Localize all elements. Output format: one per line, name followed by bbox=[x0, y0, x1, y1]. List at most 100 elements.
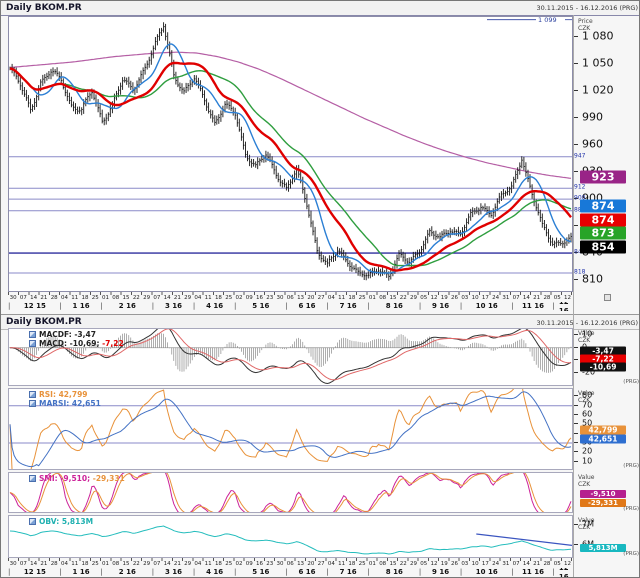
day-label: 11 bbox=[71, 295, 79, 301]
main-chart-date-range: 30.11.2015 - 16.12.2016 (PRG) bbox=[536, 4, 638, 12]
day-label: 09 bbox=[245, 561, 253, 567]
month-cell: | 2 16 bbox=[100, 568, 151, 577]
legend-row-marsi[interactable]: MARSI: 42,651 bbox=[29, 399, 101, 408]
month-label: 12 15 bbox=[23, 302, 46, 310]
value-badge: -9,510 bbox=[580, 490, 626, 498]
y-tick-mark bbox=[573, 36, 578, 37]
rsi-panel[interactable]: RSI: 42,799 MARSI: 42,651 bbox=[8, 388, 573, 470]
price-level-label: 887 bbox=[574, 207, 585, 214]
legend-text: MACDF: -3,47 bbox=[39, 330, 96, 339]
month-cell: | 10 16 bbox=[460, 568, 511, 577]
price-level-label: 840 bbox=[574, 249, 585, 256]
day-label: 08 bbox=[379, 561, 387, 567]
month-label: 11 16 bbox=[522, 568, 544, 576]
month-label: 7 16 bbox=[339, 568, 357, 576]
ma-line-main-ma bbox=[9, 61, 572, 272]
legend-text: RSI: 42,799 bbox=[39, 390, 88, 399]
month-label: 8 16 bbox=[385, 302, 403, 310]
y-tick-mark bbox=[573, 334, 578, 335]
day-label: 04 bbox=[194, 561, 202, 567]
obv-axis[interactable]: Value CZK7M6M5,813M(PRG) bbox=[573, 515, 639, 558]
day-label: 14 bbox=[30, 295, 38, 301]
legend-row-rsi[interactable]: RSI: 42,799 bbox=[29, 390, 101, 399]
month-separator: | bbox=[285, 568, 288, 576]
day-label: 12 bbox=[563, 561, 571, 567]
value-badge: 874 bbox=[580, 213, 626, 227]
day-labels-row: 30 07 14 21 28 04 11 18 25 01 08 15 22 29 07 14 21 29 04 11… bbox=[8, 561, 573, 568]
candlestick-bars bbox=[9, 22, 572, 281]
day-label: 25 bbox=[91, 295, 99, 301]
day-label: 25 bbox=[225, 295, 233, 301]
day-label: 10 bbox=[471, 295, 479, 301]
day-label: 12 bbox=[430, 295, 438, 301]
day-label: 12 bbox=[563, 295, 571, 301]
month-label: 12 16 bbox=[558, 568, 569, 577]
rsi-axis[interactable]: Value CZK807060504030201042,79942,651(PR… bbox=[573, 388, 639, 470]
day-label: 21 bbox=[40, 295, 48, 301]
resize-handle[interactable] bbox=[604, 294, 611, 301]
month-separator: | bbox=[367, 568, 370, 576]
month-cell: | 10 16 bbox=[460, 302, 511, 311]
legend-row-macd[interactable]: MACD: -10,69; -7,22 bbox=[29, 339, 124, 348]
macd-signal-line bbox=[10, 329, 572, 381]
y-tick-mark bbox=[573, 442, 578, 443]
month-separator: | bbox=[233, 568, 237, 576]
legend-row-obv[interactable]: OBV: 5,813M bbox=[29, 517, 93, 526]
price-chart-plot[interactable]: 1 099 bbox=[8, 16, 573, 292]
day-label: 29 bbox=[143, 561, 151, 567]
venue-tag: (PRG) bbox=[623, 506, 639, 512]
axis-unit-label: Value CZK bbox=[578, 390, 595, 404]
day-label: 14 bbox=[522, 295, 530, 301]
obv-panel[interactable]: OBV: 5,813M bbox=[8, 515, 573, 558]
legend: MACDF: -3,47 MACD: -10,69; -7,22 bbox=[29, 330, 124, 348]
smi-panel[interactable]: SMI: -9,510; -29,331 bbox=[8, 472, 573, 513]
day-label: 07 bbox=[19, 295, 27, 301]
y-tick-label: 1 080 bbox=[582, 29, 614, 43]
month-separator: | bbox=[100, 302, 103, 310]
day-label: 03 bbox=[461, 561, 469, 567]
smi-axis[interactable]: Value CZK -9,510 -29,331 (PRG) bbox=[573, 472, 639, 513]
month-label: 7 16 bbox=[339, 302, 357, 310]
value-badge: 873 bbox=[580, 226, 626, 240]
macd-axis[interactable]: Value CZK100-10-20-3,47-7,22-10,69(PRG) bbox=[573, 328, 639, 386]
value-badge: -7,22 bbox=[580, 354, 626, 364]
venue-tag: (PRG) bbox=[623, 463, 639, 469]
day-label: 13 bbox=[297, 295, 305, 301]
indicator-chart-title: Daily BKOM.PR bbox=[6, 317, 82, 327]
legend-text: -7,22 bbox=[102, 339, 124, 348]
legend-row-smi[interactable]: SMI: -9,510; -29,331 bbox=[29, 474, 125, 483]
time-axis-top[interactable]: 30 07 14 21 28 04 11 18 25 01 08 15 22 29 07 14 21 29 04 11… bbox=[8, 292, 573, 313]
month-separator: | bbox=[151, 568, 155, 576]
day-label: 18 bbox=[81, 561, 89, 567]
day-label: 03 bbox=[461, 295, 469, 301]
y-tick-mark bbox=[573, 423, 578, 424]
month-separator: | bbox=[459, 568, 463, 576]
legend-text: MARSI: 42,651 bbox=[39, 399, 101, 408]
macd-canvas bbox=[9, 329, 572, 385]
time-axis-bottom[interactable]: 30 07 14 21 28 04 11 18 25 01 08 15 22 29 07 14 21 29 04 11… bbox=[8, 558, 573, 577]
month-label: 1 16 bbox=[72, 568, 90, 576]
day-label: 07 bbox=[153, 561, 161, 567]
axis-unit-label: Value CZK bbox=[578, 517, 595, 531]
month-separator: | bbox=[233, 302, 237, 310]
value-badge: 874 bbox=[580, 199, 626, 213]
smi-line bbox=[9, 473, 572, 512]
month-separator: | bbox=[511, 568, 514, 576]
price-level-label: 818 bbox=[574, 268, 586, 276]
macd-panel[interactable]: MACDF: -3,47 MACD: -10,69; -7,22 bbox=[8, 328, 573, 386]
day-label: 08 bbox=[112, 561, 120, 567]
main-chart-titlebar[interactable]: Daily BKOM.PR 30.11.2015 - 16.12.2016 (P… bbox=[1, 1, 639, 16]
day-label: 11 bbox=[338, 295, 346, 301]
value-badge: 923 bbox=[580, 170, 626, 184]
month-separator: | bbox=[326, 302, 329, 310]
day-label: 28 bbox=[50, 561, 58, 567]
legend-row-macdf[interactable]: MACDF: -3,47 bbox=[29, 330, 124, 339]
week-tick-marks bbox=[8, 292, 573, 295]
month-label: 5 16 bbox=[252, 302, 270, 310]
y-tick-label: 20 bbox=[582, 446, 593, 456]
y-tick-mark bbox=[573, 461, 578, 462]
day-label: 26 bbox=[451, 295, 459, 301]
obv-line bbox=[9, 525, 572, 555]
